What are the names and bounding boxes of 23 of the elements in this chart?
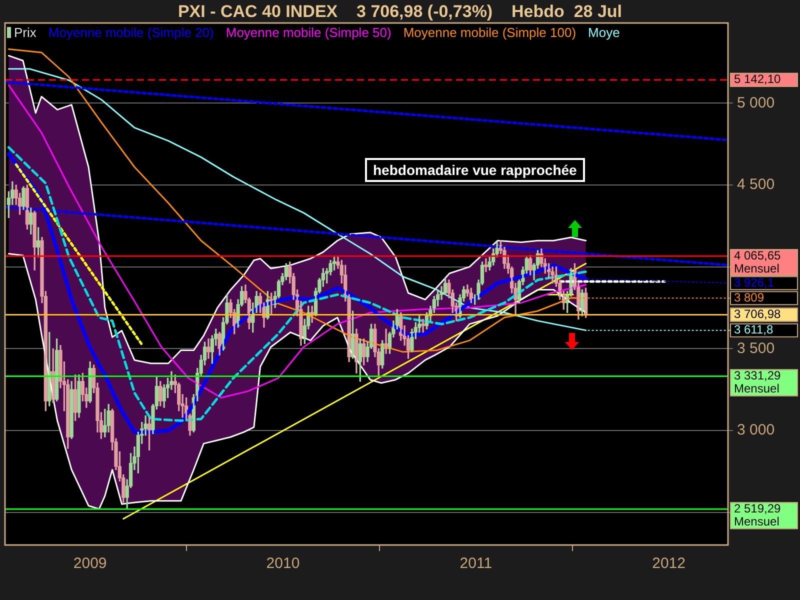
annotation: hebdomadaire vue rapprochée <box>365 158 585 182</box>
annotation: 3 926,1 <box>734 275 774 290</box>
annotation: 3 611,8 <box>734 322 774 337</box>
ref-line-label: 3 706,98 <box>734 307 782 322</box>
ref-line-label: 5 142,10 <box>734 72 782 86</box>
chart-title: PXI - CAC 40 INDEX 3 706,98 (-0,73%) Hebdo 28 Jul <box>176 2 624 22</box>
y-tick-label: 3 000 <box>737 422 775 439</box>
text: Moyenne mobile (Simple 100) <box>403 25 576 40</box>
ref-line-label: 3 331,29 Mensuel <box>734 368 782 396</box>
y-tick-label: 5 000 <box>737 94 775 112</box>
ref-line-label: 4 065,65 Mensuel <box>734 248 782 276</box>
text: Moyenne mobile (Simple 50) <box>226 25 392 40</box>
text: Moye <box>588 25 620 40</box>
y-tick-label: 4 500 <box>737 176 775 194</box>
x-tick-label: 2010 <box>266 555 300 572</box>
x-tick-label: 2009 <box>73 555 107 572</box>
annotation: 3 809 <box>734 290 764 304</box>
text: Moyenne mobile (Simple 20) <box>48 25 214 40</box>
y-tick-label: 3 500 <box>737 340 775 357</box>
x-tick-label: 2012 <box>652 555 686 572</box>
legend-label: Prix <box>13 25 36 40</box>
x-tick-label: 2011 <box>460 555 492 572</box>
ref-line-label: 2 519,29 Mensuel <box>734 501 782 528</box>
